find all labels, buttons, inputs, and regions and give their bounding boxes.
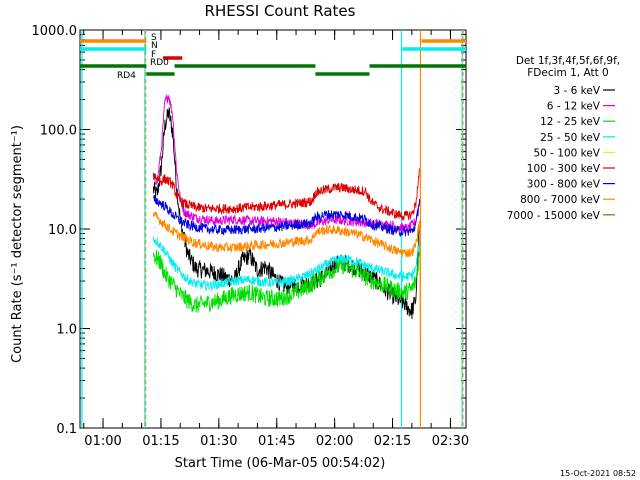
series-800-7000-kev	[152, 211, 421, 359]
x-tick-label-02-00: 02:00	[316, 434, 353, 449]
x-axis-label: Start Time (06-Mar-05 00:54:02)	[175, 456, 386, 471]
y-axis-label: Count Rate (s⁻¹ detector segment⁻¹)	[10, 125, 25, 363]
y-tick-label-10-0: 10.0	[48, 223, 77, 238]
footer-timestamp: 15-Oct-2021 08:52	[560, 469, 636, 478]
legend-label-12-25-kev: 12 - 25 keV	[540, 116, 601, 128]
series-3-6-kev	[152, 107, 421, 319]
x-tick-label-01-00: 01:00	[84, 434, 121, 449]
flag-label-f: F	[151, 50, 156, 60]
legend-label-100-300-kev: 100 - 300 keV	[527, 163, 601, 175]
flag-label-n: N	[151, 41, 158, 51]
x-tick-label-01-45: 01:45	[258, 434, 295, 449]
legend-header-line-1: FDecim 1, Att 0	[527, 67, 608, 79]
legend-label-800-7000-kev: 800 - 7000 keV	[520, 194, 601, 206]
x-tick-label-02-30: 02:30	[432, 434, 469, 449]
series-12-25-kev	[152, 249, 421, 313]
series-300-800-kev	[152, 194, 421, 238]
legend-header-line-0: Det 1f,3f,4f,5f,6f,9f,	[516, 55, 620, 67]
flag-label-s: S	[151, 33, 157, 43]
y-tick-label-1000-0: 1000.0	[32, 24, 78, 39]
y-tick-label-1-0: 1.0	[56, 323, 77, 338]
series-25-50-kev	[152, 236, 421, 292]
legend-label-6-12-kev: 6 - 12 keV	[547, 101, 601, 113]
flag-label-rd4: RD4	[117, 71, 136, 81]
legend-label-50-100-kev: 50 - 100 keV	[533, 147, 600, 159]
x-tick-label-02-15: 02:15	[374, 434, 411, 449]
legend-label-7000-15000-kev: 7000 - 15000 keV	[507, 210, 601, 222]
flag-label-rd0: RD0	[150, 58, 169, 68]
legend: Det 1f,3f,4f,5f,6f,9f,FDecim 1, Att 0 3 -…	[507, 55, 620, 222]
legend-label-25-50-kev: 25 - 50 keV	[540, 132, 601, 144]
chart-title: RHESSI Count Rates	[205, 2, 356, 20]
legend-label-300-800-kev: 300 - 800 keV	[527, 179, 601, 191]
legend-label-3-6-kev: 3 - 6 keV	[553, 85, 600, 97]
x-tick-label-01-15: 01:15	[142, 434, 179, 449]
series-100-300-kev	[152, 168, 420, 221]
x-tick-label-01-30: 01:30	[200, 434, 237, 449]
y-tick-label-100-0: 100.0	[40, 124, 77, 139]
y-tick-label-0-1: 0.1	[56, 422, 77, 437]
plot-area: 0.1 1.0 10.0 100.0 1000.0 01:00 01:15 01:30 01:4…	[32, 24, 470, 449]
